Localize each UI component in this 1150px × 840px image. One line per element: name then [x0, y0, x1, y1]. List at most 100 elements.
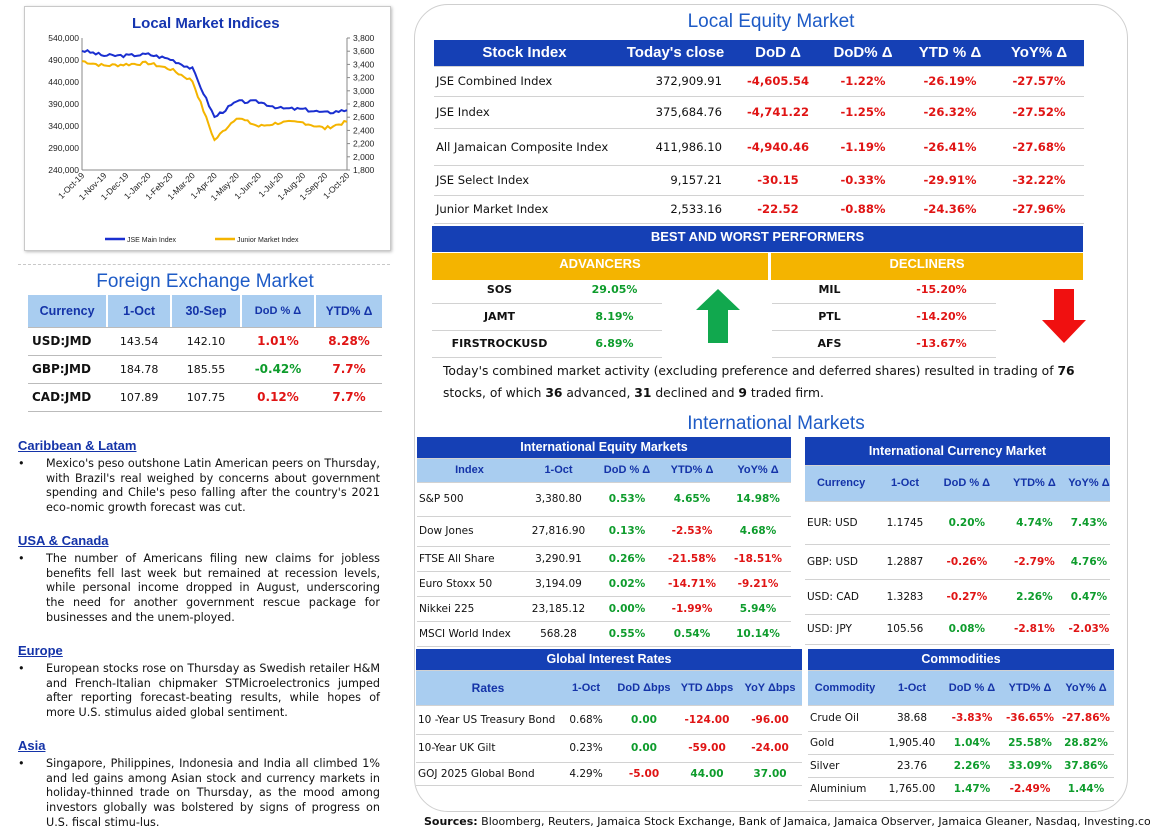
- right-tick-label: 3,200: [353, 73, 375, 83]
- equity-table: Stock Index Today's close DoD Δ DoD% Δ Y…: [434, 40, 1084, 224]
- equity-value: -4,605.54: [736, 66, 820, 97]
- equity-value: -1.19%: [820, 128, 906, 166]
- row-value: -24.00: [738, 734, 802, 763]
- row-value: 4.65%: [659, 482, 725, 517]
- fx-ytd: 7.7%: [316, 355, 382, 384]
- row-label: GOJ 2025 Global Bond: [416, 762, 560, 786]
- left-tick-label: 440,000: [48, 77, 79, 87]
- summary-declined: 31: [634, 386, 652, 400]
- equity-value: -26.19%: [906, 66, 994, 97]
- fx-ytd: 8.28%: [316, 327, 382, 356]
- equity-value: 411,986.10: [615, 128, 736, 166]
- row-value: -96.00: [738, 705, 802, 735]
- fx-table: Currency 1-Oct 30-Sep DoD % Δ YTD% Δ USD…: [28, 295, 382, 412]
- row-value: -59.00: [676, 734, 738, 763]
- eq-col-close: Today's close: [615, 40, 736, 67]
- intl-equity-title: International Equity Markets: [417, 437, 791, 459]
- equity-value: -0.88%: [820, 195, 906, 224]
- row-value: 1.04%: [942, 731, 1002, 755]
- row-value: -9.21%: [725, 571, 791, 597]
- equity-value: -1.22%: [820, 66, 906, 97]
- row-value: -21.58%: [659, 546, 725, 572]
- ie-col-yoy: YoY% Δ: [725, 458, 791, 483]
- sources-text: Bloomberg, Reuters, Jamaica Stock Exchan…: [477, 815, 1150, 828]
- decliner-row: PTL -14.20%: [772, 303, 996, 331]
- row-value: -2.81%: [1000, 614, 1068, 645]
- fx-ytd: 7.7%: [316, 383, 382, 412]
- equity-value: -22.52: [736, 195, 820, 224]
- row-value: -3.83%: [942, 705, 1002, 732]
- row-label: MSCI World Index: [417, 621, 522, 647]
- eq-col-yoy: YoY% Δ: [994, 40, 1084, 67]
- row-value: 0.68%: [560, 705, 612, 735]
- right-tick-label: 3,800: [353, 33, 375, 43]
- row-value: 0.54%: [659, 621, 725, 647]
- commodity-row: Gold 1,905.40 1.04% 25.58% 28.82%: [808, 731, 1114, 755]
- fx-rate-1: 184.78: [108, 355, 170, 384]
- equity-row: All Jamaican Composite Index 411,986.10 -4…: [434, 128, 1084, 166]
- row-value: -27.86%: [1058, 705, 1114, 732]
- row-label: 10 -Year US Treasury Bond: [416, 705, 560, 735]
- fx-col-currency: Currency: [28, 295, 107, 328]
- intl-equity-table: International Equity Markets Index 1-Oct…: [417, 437, 791, 647]
- news-heading[interactable]: Asia: [18, 738, 46, 753]
- fx-rate-1: 143.54: [108, 327, 170, 356]
- rates-row: 10-Year UK Gilt 0.23% 0.00 -59.00 -24.00: [416, 734, 802, 763]
- rates-col-name: Rates: [416, 670, 560, 706]
- com-col-ytd: YTD% Δ: [1002, 670, 1058, 706]
- row-value: 1.3283: [877, 579, 933, 615]
- row-value: 25.58%: [1002, 731, 1058, 755]
- ifx-col-yoy: YoY% Δ: [1067, 465, 1110, 502]
- row-value: 1,765.00: [882, 777, 942, 801]
- intl-equity-row: Dow Jones 27,816.90 0.13% -2.53% 4.68%: [417, 516, 791, 547]
- row-label: EUR: USD: [805, 501, 878, 545]
- news-heading[interactable]: Europe: [18, 643, 63, 658]
- com-col-dod: DoD % Δ: [942, 670, 1002, 706]
- equity-value: -32.22%: [994, 165, 1084, 196]
- chart-svg: 540,000 490,000 440,000 390,000 340,000 290,0…: [48, 33, 375, 244]
- fx-dod: 1.01%: [241, 327, 315, 356]
- summary-text: Today's combined market activity (exclud…: [443, 364, 1058, 378]
- row-value: -124.00: [676, 705, 738, 735]
- equity-title: Local Equity Market: [687, 11, 855, 32]
- intl-equity-row: MSCI World Index 568.28 0.55% 0.54% 10.14%: [417, 621, 791, 647]
- decliner-pct: -15.20%: [887, 276, 996, 304]
- news-heading[interactable]: USA & Canada: [18, 533, 109, 548]
- row-value: 0.26%: [595, 546, 659, 572]
- eq-col-ytd: YTD % Δ: [906, 40, 994, 67]
- news-block-usa: USA & Canada The number of Americans fil…: [18, 533, 380, 643]
- row-value: 37.86%: [1058, 754, 1114, 778]
- legend-junior-label: Junior Market Index: [237, 237, 299, 244]
- equity-index-name: All Jamaican Composite Index: [434, 128, 615, 166]
- row-label: Nikkei 225: [417, 596, 522, 622]
- fx-currency: GBP:JMD: [28, 355, 107, 384]
- news-block-asia: Asia Singapore, Philippines, Indonesia a…: [18, 738, 380, 831]
- equity-value: -26.32%: [906, 96, 994, 129]
- ifx-col-currency: Currency: [805, 465, 878, 502]
- fx-currency: CAD:JMD: [28, 383, 107, 412]
- row-value: 4.29%: [560, 762, 612, 786]
- equity-value: -30.15: [736, 165, 820, 196]
- row-label: S&P 500: [417, 482, 522, 517]
- local-indices-chart: Local Market Indices 540,000 490,000 440,0…: [24, 6, 391, 251]
- fx-rate-2: 107.75: [172, 383, 240, 412]
- row-value: -0.26%: [932, 544, 1001, 580]
- row-value: 0.20%: [932, 501, 1001, 545]
- com-col-date: 1-Oct: [882, 670, 942, 706]
- right-tick-label: 3,000: [353, 86, 375, 96]
- summary-text: stocks, of which: [443, 386, 546, 400]
- rates-col-dod: DoD Δbps: [612, 670, 676, 706]
- equity-value: -1.25%: [820, 96, 906, 129]
- right-tick-label: 2,800: [353, 99, 375, 109]
- row-label: FTSE All Share: [417, 546, 522, 572]
- intl-fx-row: USD: CAD 1.3283 -0.27% 2.26% 0.47%: [805, 579, 1110, 615]
- summary-advanced: 36: [545, 386, 563, 400]
- equity-value: -27.96%: [994, 195, 1084, 224]
- equity-row: Junior Market Index 2,533.16 -22.52 -0.88% -…: [434, 195, 1084, 224]
- news-heading[interactable]: Caribbean & Latam: [18, 438, 137, 453]
- intl-fx-row: USD: JPY 105.56 0.08% -2.81% -2.03%: [805, 614, 1110, 645]
- rates-row: 10 -Year US Treasury Bond 0.68% 0.00 -124.0…: [416, 705, 802, 735]
- intl-fx-title: International Currency Market: [805, 437, 1110, 466]
- rates-title: Global Interest Rates: [416, 649, 802, 671]
- summary-text: advanced,: [562, 386, 635, 400]
